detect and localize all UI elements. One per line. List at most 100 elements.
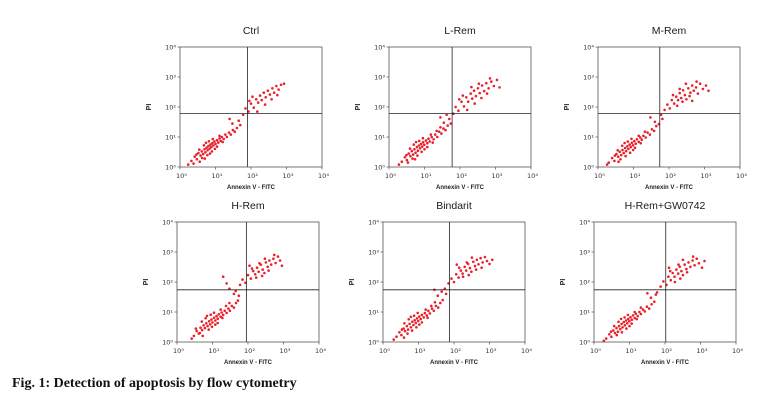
data-point [475,258,479,262]
data-point [616,149,619,152]
data-point [418,147,422,150]
data-point [667,266,671,269]
data-point [619,317,623,321]
data-point [227,131,231,134]
data-point [440,290,443,293]
data-point [423,143,426,147]
data-points [397,77,501,166]
data-point [630,141,634,145]
x-tick-label: 10¹ [209,347,220,355]
data-point [211,137,215,141]
data-point [670,98,674,102]
data-point [270,98,273,101]
data-point [638,310,641,314]
data-point [465,96,468,99]
data-point [704,84,708,87]
data-point [254,98,258,101]
data-point [461,272,464,275]
data-point [194,327,198,330]
data-point [204,141,208,145]
data-point [667,275,670,278]
data-point [420,145,424,148]
data-point [445,113,448,117]
data-point [192,162,195,165]
data-point [460,100,463,103]
data-point [695,257,698,260]
x-tick-label: 10⁰ [385,172,396,180]
data-point [198,160,201,163]
x-tick-label: 10⁴ [732,347,743,355]
data-point [419,142,423,146]
data-point [206,149,209,152]
data-point [426,145,429,149]
data-point [666,103,669,106]
data-point [653,300,656,303]
data-point [668,269,672,273]
data-point [229,133,233,136]
data-point [403,322,406,325]
y-tick-label: 10² [162,279,173,287]
data-point [406,332,409,335]
data-point [234,301,238,305]
data-point [472,260,475,264]
data-point [254,276,258,279]
data-point [412,143,416,146]
x-tick-label: 10³ [283,172,294,180]
data-point [255,266,259,269]
data-point [480,84,484,87]
data-point [203,157,207,160]
data-point [623,146,627,150]
data-point [631,314,635,317]
data-point [474,94,478,98]
data-point [256,101,260,104]
plot-frame [176,221,320,343]
data-point [206,324,209,328]
y-tick-label: 10² [368,279,379,287]
data-point [195,158,199,161]
data-point [641,308,645,311]
data-point [223,309,226,313]
data-point [692,89,696,92]
data-point [485,259,489,263]
data-point [426,141,429,145]
data-point [642,134,645,138]
data-point [646,292,649,295]
data-point [420,313,424,317]
data-point [440,132,443,135]
data-point [675,268,678,271]
data-point [669,278,672,282]
data-point [485,81,488,85]
data-point [208,152,212,155]
data-point [273,253,276,257]
y-tick-label: 10⁴ [579,219,590,227]
data-point [202,324,205,327]
data-point [491,258,494,262]
data-point [459,269,463,272]
y-tick-label: 10⁴ [368,219,379,227]
data-point [406,328,410,331]
figure-caption: Fig. 1: Detection of apoptosis by flow c… [12,376,297,391]
data-point [630,318,634,322]
data-point [637,134,640,138]
data-points [186,82,286,166]
data-point [488,262,491,266]
data-point [412,314,416,317]
data-point [626,317,630,321]
data-point [679,277,682,280]
data-point [628,143,631,146]
data-point [619,153,623,157]
data-point [636,314,639,318]
data-point [625,327,628,330]
data-point [411,157,414,160]
data-point [473,102,476,105]
data-point [633,139,636,143]
y-tick-label: 10² [579,279,590,287]
data-point [689,91,692,94]
data-point [681,273,685,277]
data-point [434,304,438,308]
data-point [237,294,241,297]
data-point [492,84,496,88]
data-point [695,80,698,83]
data-point [432,309,436,313]
data-point [421,136,425,140]
